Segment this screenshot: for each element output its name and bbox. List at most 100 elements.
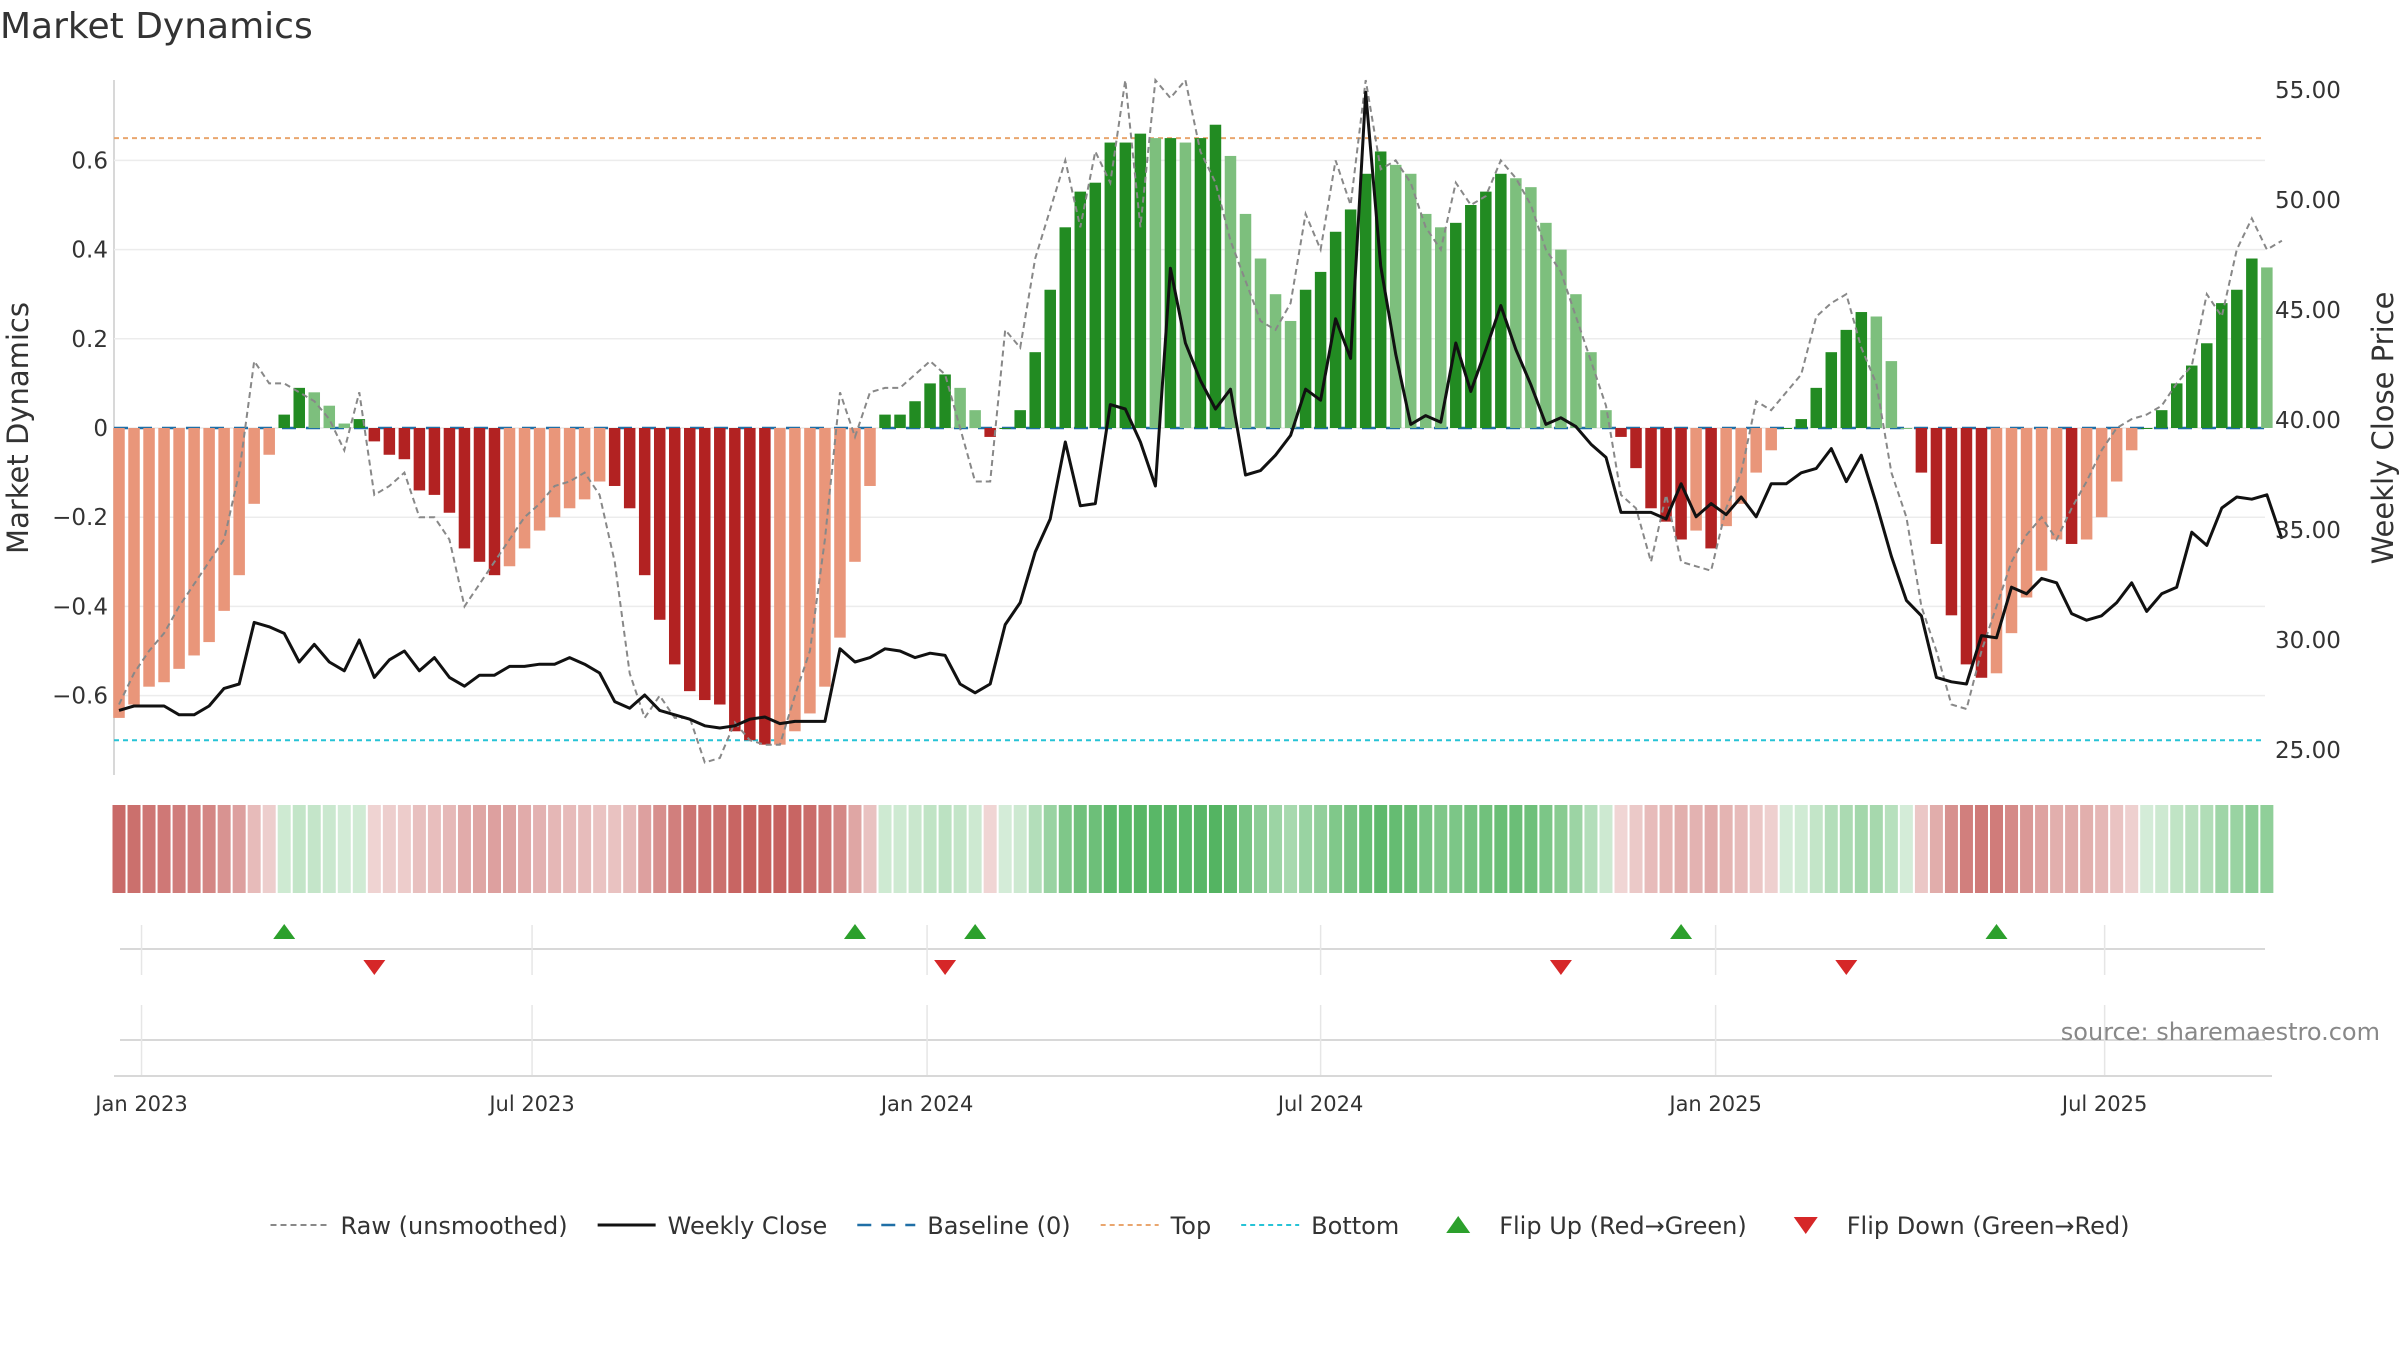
right-tick-label: 30.00 — [2275, 628, 2341, 654]
bar — [1975, 428, 1988, 678]
heat-cell — [1689, 805, 1703, 893]
bar — [668, 428, 681, 665]
heat-cell — [337, 805, 351, 893]
bar — [984, 428, 996, 437]
bar — [969, 410, 981, 428]
heat-cell — [1359, 805, 1373, 893]
heat-cell — [1254, 805, 1268, 893]
bar — [2050, 428, 2063, 540]
heat-cell — [1088, 805, 1102, 893]
bar — [338, 423, 351, 428]
bar — [684, 428, 696, 692]
bar — [548, 428, 561, 518]
heat-cell — [938, 805, 952, 893]
heat-cell — [1434, 805, 1448, 893]
bar — [894, 414, 906, 428]
legend-label: Baseline (0) — [927, 1212, 1070, 1240]
bar — [774, 428, 786, 745]
bar — [924, 383, 936, 428]
bar — [1510, 178, 1522, 428]
bar — [2170, 383, 2183, 428]
heat-cell — [1344, 805, 1358, 893]
bar — [218, 428, 230, 611]
bar — [2020, 428, 2033, 598]
flip-up-marker — [273, 924, 296, 939]
heat-cell — [1599, 805, 1613, 893]
bar — [158, 428, 170, 683]
date-axis-ticks: Jan 2023 Jul 2023 Jan 2024 Jul 2024 Jan 2025… — [93, 1092, 2147, 1116]
heat-cell — [247, 805, 261, 893]
bar — [1134, 133, 1147, 428]
bar — [428, 428, 441, 495]
heat-cell — [2080, 805, 2094, 893]
legend: Raw (unsmoothed) Weekly Close Baseline (0)… — [270, 1212, 2130, 1240]
bar — [278, 414, 290, 428]
bar — [1885, 361, 1898, 428]
left-tick-label: −0.2 — [52, 505, 108, 531]
flip-down-marker — [1835, 960, 1858, 975]
heat-cell — [2125, 805, 2139, 893]
bar — [744, 428, 756, 741]
bar — [128, 428, 140, 705]
heat-cell — [983, 805, 997, 893]
flip-up-marker — [964, 924, 987, 939]
bar — [398, 428, 411, 460]
reference-lines — [114, 137, 2265, 742]
heat-cell — [1990, 805, 2003, 893]
bar — [608, 428, 621, 486]
bar — [1389, 164, 1402, 429]
bar — [1690, 428, 1702, 531]
heat-cell — [1389, 805, 1403, 893]
bar — [1525, 187, 1537, 428]
heat-cell — [322, 805, 336, 893]
bar — [1059, 227, 1072, 428]
bar — [789, 428, 801, 732]
heat-cell — [1103, 805, 1117, 893]
heat-cell — [593, 805, 607, 893]
bar — [1495, 173, 1507, 428]
bar — [188, 428, 200, 656]
heat-cell — [878, 805, 892, 893]
bar-series — [113, 124, 2273, 745]
heat-cell — [1959, 805, 1973, 893]
left-tick-label: 0.4 — [71, 238, 108, 264]
bar — [1224, 155, 1237, 428]
bar — [1419, 213, 1432, 428]
bar — [1014, 410, 1026, 428]
heat-cell — [1118, 805, 1132, 893]
flip-markers-panel — [120, 924, 2265, 975]
heat-cell — [2095, 805, 2109, 893]
bar — [699, 428, 711, 701]
heat-cell — [1043, 805, 1057, 893]
bar — [2261, 267, 2273, 428]
bar — [1855, 312, 1868, 428]
heat-cell — [1944, 805, 1958, 893]
bar — [1660, 428, 1672, 522]
legend-label: Flip Up (Red→Green) — [1499, 1212, 1747, 1240]
bar — [488, 428, 501, 576]
heat-cell — [397, 805, 411, 893]
bar — [759, 428, 771, 745]
heat-cell — [1719, 805, 1733, 893]
heat-cell — [2155, 805, 2169, 893]
heat-cell — [367, 805, 381, 893]
heat-cell — [1223, 805, 1237, 893]
bar — [1960, 428, 1973, 665]
bar — [1780, 428, 1792, 429]
heat-cell — [2005, 805, 2019, 893]
heat-cell — [1013, 805, 1027, 893]
heat-cell — [1899, 805, 1913, 893]
bar — [2155, 410, 2168, 428]
bar — [1720, 428, 1732, 527]
bar — [1990, 428, 2003, 674]
right-tick-label: 50.00 — [2275, 188, 2341, 214]
bar — [1269, 294, 1282, 428]
bar — [1870, 316, 1883, 428]
legend-swatch-flip_up — [1446, 1216, 1471, 1233]
bar — [849, 428, 861, 562]
bar — [1765, 428, 1777, 451]
bar — [1239, 213, 1252, 428]
heat-cell — [202, 805, 216, 893]
bar — [1570, 294, 1582, 428]
flip-down-marker — [934, 960, 957, 975]
